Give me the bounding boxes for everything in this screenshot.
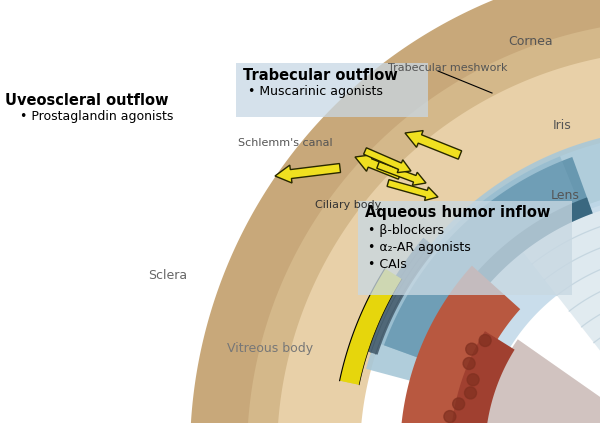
Polygon shape [384, 157, 587, 361]
Polygon shape [366, 128, 600, 386]
Text: Aqueous humor inflow: Aqueous humor inflow [365, 205, 550, 220]
Polygon shape [450, 331, 515, 423]
Text: Ciliary body: Ciliary body [315, 200, 381, 210]
FancyBboxPatch shape [358, 201, 572, 295]
Text: Cornea: Cornea [508, 35, 553, 47]
Polygon shape [431, 188, 600, 385]
Text: • α₂-AR agonists: • α₂-AR agonists [368, 241, 471, 254]
Text: Sclera: Sclera [148, 269, 188, 281]
Circle shape [463, 357, 475, 369]
Circle shape [452, 398, 464, 410]
Text: Lens: Lens [551, 189, 580, 201]
Polygon shape [400, 266, 520, 423]
Circle shape [467, 374, 479, 386]
Polygon shape [190, 0, 600, 423]
FancyBboxPatch shape [236, 63, 428, 117]
Text: Schlemm's canal: Schlemm's canal [238, 138, 332, 148]
Text: Iris: Iris [553, 118, 572, 132]
Polygon shape [482, 339, 600, 423]
Text: Trabecular outflow: Trabecular outflow [243, 68, 398, 83]
FancyArrow shape [377, 162, 426, 185]
Polygon shape [247, 20, 600, 423]
Polygon shape [379, 157, 581, 363]
FancyArrow shape [355, 154, 401, 179]
Circle shape [444, 411, 456, 423]
FancyArrow shape [405, 131, 461, 159]
FancyArrow shape [364, 148, 411, 173]
Circle shape [479, 335, 491, 346]
FancyArrow shape [387, 180, 438, 201]
Polygon shape [482, 339, 600, 423]
Polygon shape [421, 198, 593, 374]
Circle shape [466, 343, 478, 355]
Circle shape [464, 387, 476, 399]
Polygon shape [361, 238, 436, 355]
Text: Uveoscleral outflow: Uveoscleral outflow [5, 93, 169, 108]
Text: • CAIs: • CAIs [368, 258, 407, 271]
Polygon shape [340, 269, 402, 385]
Text: • Prostaglandin agonists: • Prostaglandin agonists [20, 110, 173, 123]
Text: • β-blockers: • β-blockers [368, 224, 444, 237]
Text: Vitreous body: Vitreous body [227, 341, 313, 354]
Polygon shape [340, 269, 402, 385]
Polygon shape [277, 50, 600, 423]
Text: • Muscarinic agonists: • Muscarinic agonists [248, 85, 383, 98]
FancyArrow shape [275, 164, 341, 183]
Text: Trabecular meshwork: Trabecular meshwork [388, 63, 508, 73]
Polygon shape [523, 198, 600, 390]
